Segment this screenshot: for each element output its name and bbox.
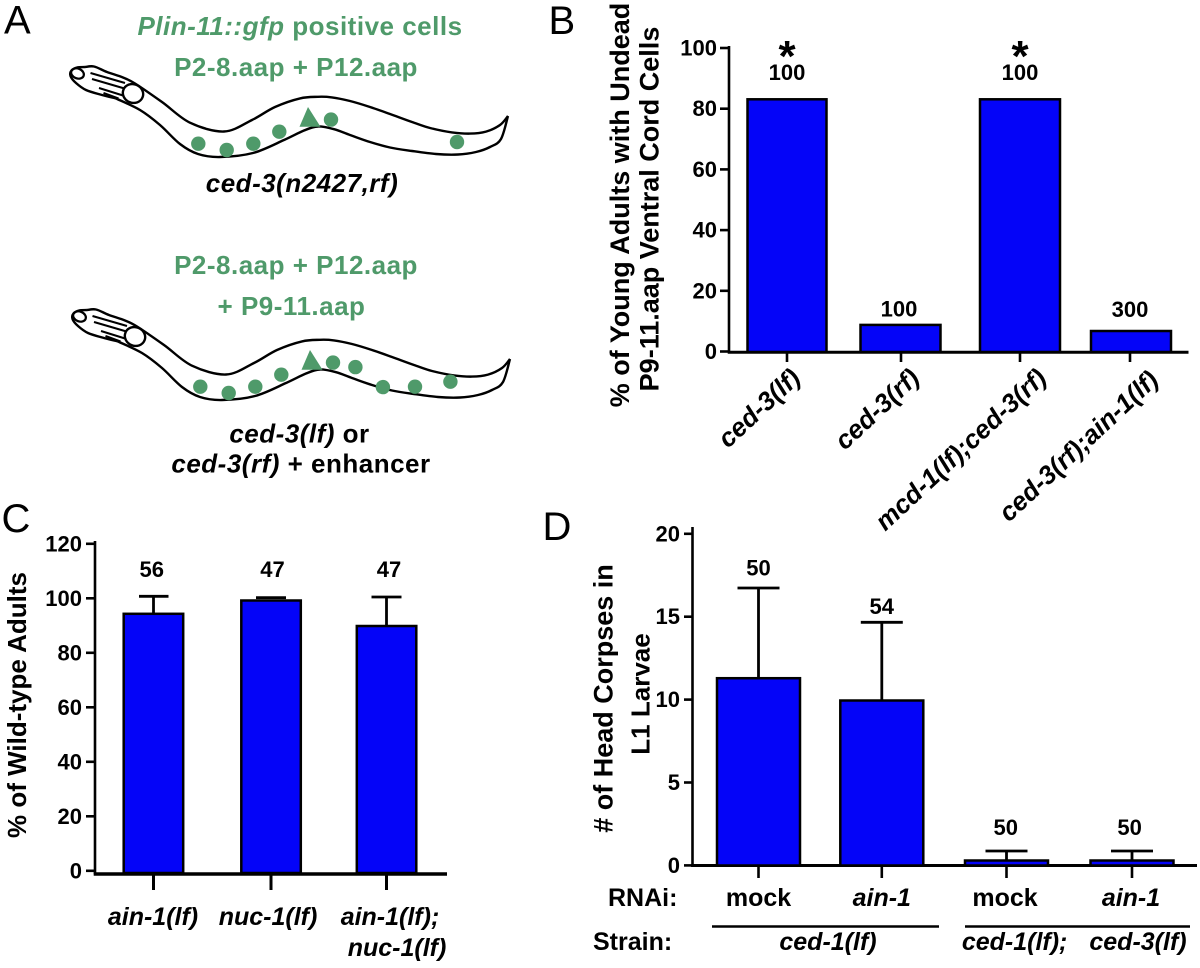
svg-text:100: 100: [881, 297, 918, 322]
svg-text:120: 120: [45, 531, 82, 556]
svg-text:mock: mock: [972, 884, 1037, 912]
svg-text:ced-3(n2427,rf): ced-3(n2427,rf): [206, 168, 398, 198]
svg-text:C: C: [2, 497, 31, 541]
svg-text:D: D: [543, 505, 572, 549]
svg-text:L1 Larvae: L1 Larvae: [626, 633, 656, 754]
svg-text:0: 0: [705, 339, 717, 364]
svg-text:100: 100: [45, 586, 82, 611]
svg-text:+ P9-11.aap: + P9-11.aap: [218, 291, 366, 321]
svg-text:# of Head Corpses in: # of Head Corpses in: [589, 564, 619, 833]
svg-text:47: 47: [377, 557, 401, 582]
svg-text:nuc-1(lf): nuc-1(lf): [348, 934, 447, 962]
svg-text:20: 20: [656, 521, 680, 546]
svg-text:P2-8.aap + P12.aap: P2-8.aap + P12.aap: [174, 250, 418, 280]
svg-text:RNAi:: RNAi:: [608, 884, 677, 912]
svg-text:% of Young Adults with Undead: % of Young Adults with Undead: [605, 3, 635, 407]
svg-text:54: 54: [870, 594, 895, 619]
svg-text:20: 20: [58, 804, 82, 829]
svg-text:ain-1: ain-1: [1102, 884, 1160, 912]
svg-text:40: 40: [58, 749, 82, 774]
svg-text:56: 56: [139, 557, 163, 582]
svg-text:ain-1: ain-1: [853, 884, 911, 912]
svg-text:60: 60: [58, 695, 82, 720]
svg-text:50: 50: [746, 556, 770, 581]
svg-text:nuc-1(lf): nuc-1(lf): [219, 903, 318, 931]
svg-text:80: 80: [693, 96, 717, 121]
svg-text:*: *: [778, 32, 796, 81]
svg-text:ced-3(lf) or: ced-3(lf) or: [229, 419, 369, 449]
svg-text:ain-1(lf);: ain-1(lf);: [341, 903, 440, 931]
svg-text:*: *: [1011, 32, 1029, 81]
svg-text:% of Wild-type Adults: % of Wild-type Adults: [2, 572, 32, 838]
svg-text:Plin-11::gfp positive cells: Plin-11::gfp positive cells: [137, 11, 462, 41]
svg-text:ced-1(lf): ced-1(lf): [779, 928, 876, 956]
svg-text:20: 20: [693, 278, 717, 303]
svg-text:mock: mock: [726, 884, 791, 912]
svg-text:15: 15: [656, 604, 680, 629]
svg-text:5: 5: [668, 770, 680, 795]
svg-text:40: 40: [693, 218, 717, 243]
svg-text:300: 300: [1112, 297, 1149, 322]
svg-text:80: 80: [58, 640, 82, 665]
svg-text:ced-1(lf);: ced-1(lf);: [962, 928, 1068, 956]
svg-text:47: 47: [260, 557, 284, 582]
svg-text:Strain:: Strain:: [593, 928, 672, 956]
svg-text:100: 100: [769, 60, 806, 85]
svg-text:B: B: [549, 0, 576, 43]
svg-text:100: 100: [1002, 60, 1039, 85]
svg-text:ain-1(lf): ain-1(lf): [108, 903, 198, 931]
svg-text:10: 10: [656, 687, 680, 712]
svg-text:A: A: [4, 0, 31, 43]
svg-text:0: 0: [70, 858, 82, 883]
svg-text:50: 50: [993, 815, 1017, 840]
svg-text:60: 60: [693, 157, 717, 182]
svg-text:P2-8.aap + P12.aap: P2-8.aap + P12.aap: [174, 52, 418, 82]
svg-text:0: 0: [668, 853, 680, 878]
svg-text:ced-3(lf): ced-3(lf): [1089, 928, 1186, 956]
svg-text:50: 50: [1117, 815, 1141, 840]
svg-text:100: 100: [680, 36, 717, 61]
svg-text:P9-11.aap Ventral Cord Cells: P9-11.aap Ventral Cord Cells: [635, 27, 665, 392]
svg-text:ced-3(rf) + enhancer: ced-3(rf) + enhancer: [171, 449, 430, 479]
